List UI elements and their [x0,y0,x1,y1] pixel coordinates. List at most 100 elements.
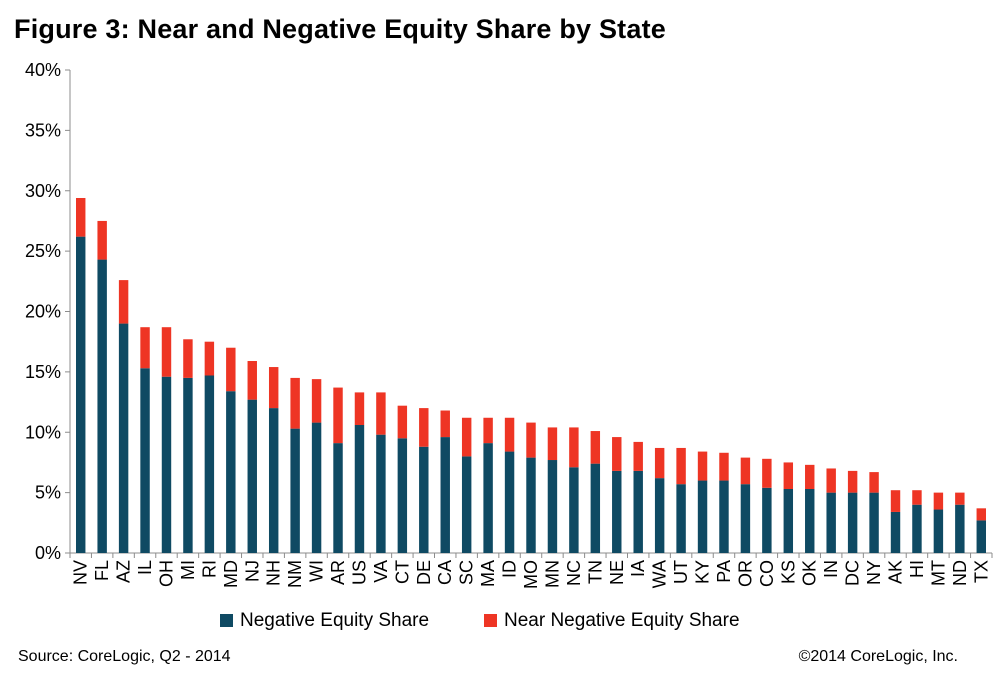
bar-negative-sc [461,456,472,553]
x-tick-label-or: OR [735,560,755,587]
bar-negative-pa [719,480,729,553]
bar-near-negative-ut [676,447,686,485]
x-tick-label-tx: TX [971,560,991,583]
x-tick-label-sc: SC [457,560,477,585]
x-tick-label-mt: MT [928,560,948,586]
bar-near-negative-hi [912,490,922,505]
bar-near-negative-id [504,417,515,452]
bar-near-negative-va [376,392,386,435]
bar-negative-de [419,446,429,553]
bar-near-negative-dc [847,470,858,493]
bar-near-negative-md [226,347,236,392]
bar-negative-ar [333,443,343,553]
bar-negative-dc [847,492,858,553]
bar-near-negative-az [118,280,129,324]
x-tick-label-az: AZ [114,560,134,583]
bar-negative-mt [933,509,944,553]
bar-negative-hi [912,504,922,553]
bar-near-negative-nj [247,361,257,400]
x-tick-label-nj: NJ [242,560,262,582]
x-tick-label-de: DE [414,560,434,585]
bar-negative-ct [397,438,408,553]
x-tick-label-ak: AK [886,560,906,584]
x-tick-label-pa: PA [714,560,734,583]
bar-negative-nm [290,428,300,553]
y-tick-label: 20% [25,302,61,322]
x-tick-label-us: US [349,560,369,585]
x-tick-label-nm: NM [285,560,305,588]
x-tick-label-dc: DC [843,560,863,586]
bar-near-negative-nv [76,197,86,237]
bar-near-negative-nm [290,377,300,429]
bar-near-negative-co [762,458,772,488]
x-tick-label-va: VA [371,560,391,583]
y-tick-label: 15% [25,362,61,382]
bar-near-negative-ny [869,472,879,493]
x-tick-label-ks: KS [778,560,798,584]
bar-near-negative-mt [933,492,944,510]
x-tick-label-wa: WA [650,560,670,588]
x-tick-label-ny: NY [864,560,884,585]
bar-near-negative-in [826,468,836,493]
bar-near-negative-ia [633,441,643,471]
x-tick-label-id: ID [500,560,520,578]
bar-near-negative-tx [976,508,986,521]
bar-negative-nh [268,408,279,553]
bar-near-negative-sc [461,417,472,457]
bar-negative-mi [183,377,193,553]
x-tick-label-nc: NC [564,560,584,586]
bar-near-negative-de [419,408,429,447]
bar-near-negative-ca [440,410,450,438]
x-tick-label-ri: RI [199,560,219,578]
bar-negative-ky [697,480,708,553]
bar-negative-ia [633,470,643,553]
bar-negative-ak [890,511,901,553]
y-tick-label: 10% [25,422,61,442]
bar-negative-nd [955,504,965,553]
bar-negative-il [140,368,150,553]
x-tick-label-fl: FL [92,560,112,581]
x-tick-label-in: IN [821,560,841,578]
source-note: Source: CoreLogic, Q2 - 2014 [18,648,231,665]
bar-near-negative-mo [526,422,536,458]
bar-negative-mn [547,460,558,553]
bar-negative-ks [783,489,794,553]
bar-negative-tx [976,520,986,553]
x-tick-label-il: IL [135,560,155,575]
bar-negative-ne [612,470,622,553]
x-tick-label-ar: AR [328,560,348,585]
x-tick-label-nh: NH [264,560,284,586]
x-tick-label-md: MD [221,560,241,588]
x-tick-label-hi: HI [907,560,927,578]
bar-near-negative-ar [333,387,343,444]
bar-near-negative-ky [697,451,708,481]
bar-negative-or [740,484,751,553]
bar-near-negative-mn [547,427,558,461]
bar-negative-wi [311,422,322,553]
bar-near-negative-tn [590,431,601,464]
x-tick-label-co: CO [757,560,777,587]
x-tick-label-tn: TN [585,560,605,584]
bar-negative-nj [247,399,257,553]
bar-near-negative-oh [161,327,172,377]
x-tick-label-ky: KY [693,560,713,584]
bar-near-negative-wa [654,447,665,479]
x-tick-label-wi: WI [307,560,327,582]
bar-negative-ok [805,489,815,553]
bar-negative-wa [654,478,665,553]
chart-title: Figure 3: Near and Negative Equity Share… [14,14,666,44]
bar-negative-ri [204,375,215,553]
legend-label-near-negative: Near Negative Equity Share [504,610,740,631]
x-tick-label-mo: MO [521,560,541,589]
x-tick-label-nv: NV [71,560,91,585]
bar-near-negative-ne [612,437,622,471]
bar-near-negative-ks [783,462,794,490]
y-tick-label: 35% [25,120,61,140]
x-tick-label-ok: OK [800,560,820,586]
y-tick-label: 40% [25,60,61,80]
y-tick-label: 5% [35,483,61,503]
bar-negative-in [826,492,836,553]
x-tick-label-ut: UT [671,560,691,584]
x-tick-label-ct: CT [392,560,412,584]
